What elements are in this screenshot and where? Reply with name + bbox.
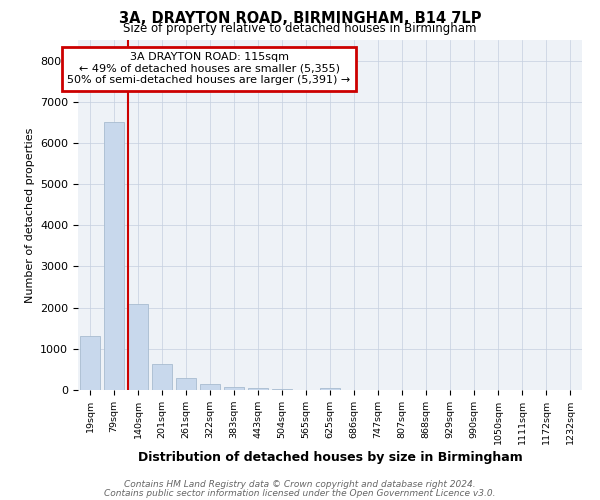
Bar [320,388,340,390]
Bar [80,336,100,390]
Bar [128,304,148,390]
Bar [152,364,172,390]
Text: Contains HM Land Registry data © Crown copyright and database right 2024.: Contains HM Land Registry data © Crown c… [124,480,476,489]
Bar [176,378,196,390]
Y-axis label: Number of detached properties: Number of detached properties [25,128,35,302]
Bar [224,386,244,390]
Text: Contains public sector information licensed under the Open Government Licence v3: Contains public sector information licen… [104,488,496,498]
Bar [104,122,124,390]
Text: 3A, DRAYTON ROAD, BIRMINGHAM, B14 7LP: 3A, DRAYTON ROAD, BIRMINGHAM, B14 7LP [119,11,481,26]
X-axis label: Distribution of detached houses by size in Birmingham: Distribution of detached houses by size … [137,451,523,464]
Bar [248,388,268,390]
Bar [272,389,292,390]
Text: Size of property relative to detached houses in Birmingham: Size of property relative to detached ho… [123,22,477,35]
Text: 3A DRAYTON ROAD: 115sqm
← 49% of detached houses are smaller (5,355)
50% of semi: 3A DRAYTON ROAD: 115sqm ← 49% of detache… [67,52,350,86]
Bar [200,384,220,390]
